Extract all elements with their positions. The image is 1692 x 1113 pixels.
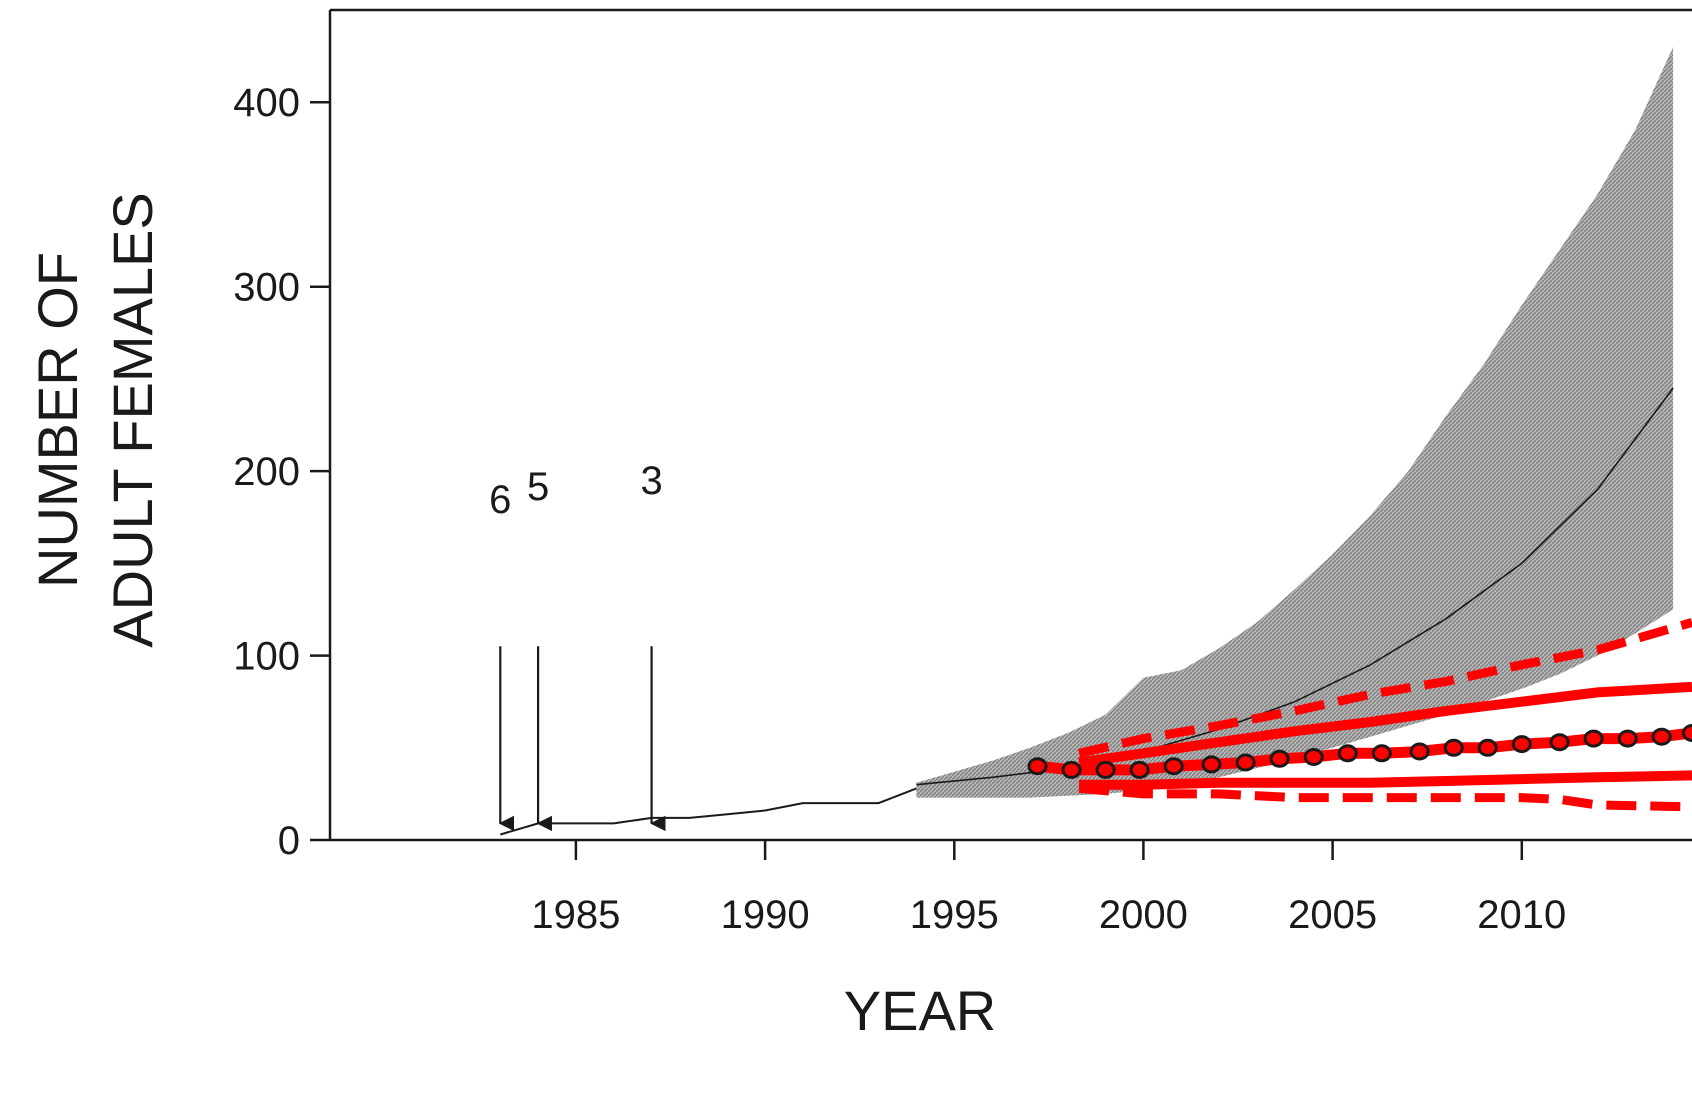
red-data-point bbox=[1201, 755, 1222, 774]
red-data-point bbox=[1477, 738, 1498, 757]
x-tick-label: 1990 bbox=[721, 893, 810, 937]
red-data-point bbox=[1583, 729, 1604, 748]
red-data-point bbox=[1163, 757, 1184, 776]
y-tick-label: 0 bbox=[278, 819, 300, 863]
red-dashed-upper-line bbox=[1078, 618, 1692, 758]
red-data-point bbox=[1303, 748, 1324, 766]
release-count-label: 3 bbox=[640, 459, 662, 503]
y-tick-label: 300 bbox=[233, 266, 300, 310]
x-tick-label: 2005 bbox=[1288, 893, 1377, 937]
red-solid-upper-line bbox=[1078, 681, 1692, 768]
x-tick-label: 2000 bbox=[1099, 893, 1188, 937]
red-data-point bbox=[1511, 735, 1532, 754]
red-data-point bbox=[1409, 742, 1430, 761]
y-tick-label: 100 bbox=[233, 635, 300, 679]
y-tick-label: 200 bbox=[233, 450, 300, 494]
red-data-point bbox=[1549, 733, 1570, 752]
y-axis-title-line-2: ADULT FEMALES bbox=[101, 192, 164, 647]
red-data-point bbox=[1027, 757, 1048, 776]
release-count-label: 6 bbox=[489, 478, 511, 522]
red-solid-lower-line bbox=[1079, 770, 1692, 790]
observed-line bbox=[500, 787, 917, 836]
red-data-point bbox=[1651, 727, 1672, 746]
red-data-point bbox=[1269, 749, 1290, 768]
y-axis-title-line-1: NUMBER OF bbox=[26, 252, 89, 588]
y-tick-label: 400 bbox=[233, 81, 300, 125]
x-tick-label: 1985 bbox=[531, 893, 620, 937]
red-data-point bbox=[1617, 729, 1638, 748]
red-data-point bbox=[1061, 760, 1082, 779]
red-data-point bbox=[1371, 744, 1392, 763]
x-tick-label: 1995 bbox=[910, 893, 999, 937]
red-data-point bbox=[1443, 738, 1464, 757]
red-dashed-lower-line bbox=[1078, 783, 1692, 812]
x-axis-title: YEAR bbox=[844, 979, 997, 1042]
x-tick-label: 2010 bbox=[1477, 893, 1566, 937]
red-data-point bbox=[1235, 753, 1256, 772]
projection-band bbox=[916, 46, 1674, 798]
red-data-point bbox=[1095, 760, 1116, 779]
red-data-point bbox=[1129, 760, 1150, 779]
red-data-point bbox=[1682, 724, 1692, 742]
release-count-label: 5 bbox=[527, 465, 549, 509]
red-data-point bbox=[1337, 744, 1358, 763]
